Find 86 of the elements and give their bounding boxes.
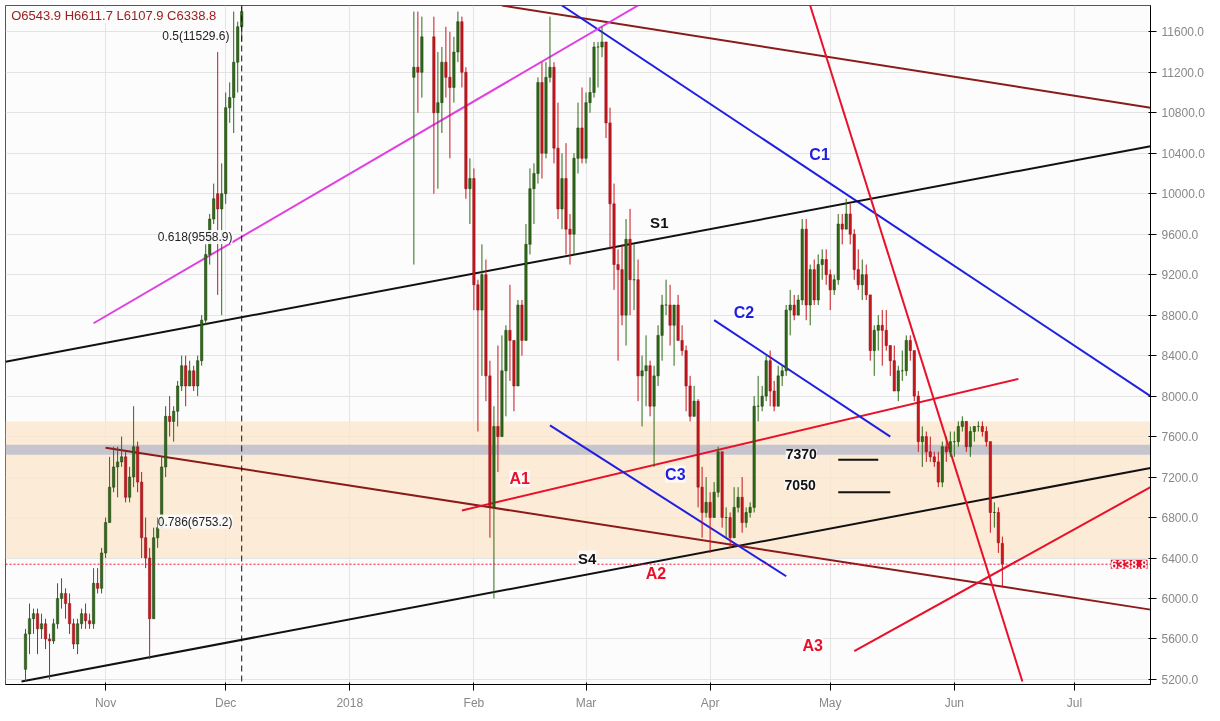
annotation: A3	[802, 636, 824, 654]
y-tick-label: 8800.0	[1161, 308, 1199, 323]
y-tick-label: 10400.0	[1161, 146, 1206, 161]
x-tick-label: Mar	[575, 695, 597, 710]
y-tick-label: 11600.0	[1161, 25, 1205, 40]
candlestick	[448, 31, 452, 159]
annotation: A1	[509, 470, 530, 488]
annotation: 0.786(6753.2)	[157, 514, 233, 529]
x-tick-label: Jul	[1066, 695, 1083, 710]
candlestick	[692, 385, 696, 417]
candlestick	[948, 431, 952, 458]
annotation: O6543.9 H6611.7 L6107.9 C6338.8	[11, 8, 217, 24]
candlestick	[708, 491, 712, 554]
annotation: C2	[733, 303, 755, 321]
candlestick	[928, 436, 932, 463]
candlestick	[844, 198, 848, 230]
y-tick-label: 10800.0	[1161, 106, 1206, 121]
candlestick	[412, 11, 416, 266]
x-tick-label: Nov	[94, 695, 117, 710]
candlestick	[84, 603, 88, 630]
y-tick-label: 9600.0	[1161, 227, 1199, 242]
candlestick	[40, 613, 43, 640]
candlestick	[672, 304, 676, 367]
candlestick	[920, 425, 924, 468]
candlestick	[860, 258, 864, 301]
candlestick	[896, 365, 900, 402]
candlestick	[168, 395, 172, 438]
annotation: S4	[577, 550, 597, 568]
candlestick	[436, 51, 440, 190]
y-tick-label: 6000.0	[1161, 591, 1199, 606]
candlestick	[880, 309, 884, 367]
x-tick-label: Dec	[215, 695, 237, 710]
x-tick-label: Feb	[463, 695, 485, 710]
annotation: C3	[665, 465, 686, 483]
y-tick-label: 5600.0	[1161, 632, 1199, 647]
candlestick	[468, 157, 472, 225]
x-tick-label: May	[818, 695, 842, 710]
annotation: C1	[809, 145, 830, 163]
annotation: S1	[650, 214, 669, 232]
y-tick-label: 10000.0	[1161, 187, 1206, 202]
candlestick	[936, 451, 940, 488]
candlestick	[32, 608, 35, 635]
candlestick	[668, 284, 672, 347]
candlestick	[840, 213, 844, 245]
x-tick-label: Apr	[700, 695, 720, 710]
y-tick-label: 7200.0	[1161, 470, 1199, 485]
y-tick-label: 9200.0	[1161, 268, 1199, 283]
candlestick	[744, 506, 748, 529]
candlestick	[632, 243, 636, 311]
y-tick-label: 5200.0	[1161, 672, 1199, 687]
candlestick	[992, 501, 996, 529]
y-tick-label: 11200.0	[1161, 65, 1205, 80]
candlestick	[44, 618, 47, 650]
candlestick	[184, 355, 188, 407]
candlestick	[968, 425, 972, 458]
y-tick-label: 8000.0	[1161, 389, 1199, 404]
candlestick	[64, 587, 67, 620]
candlestick	[36, 608, 39, 655]
candlestick	[704, 476, 708, 519]
candlestick	[1000, 536, 1004, 589]
candlestick	[724, 506, 728, 539]
x-tick-label: 2018	[336, 695, 364, 710]
x-tick-label: Jun	[944, 695, 965, 710]
candlestick	[792, 294, 796, 321]
candlestick	[96, 567, 100, 594]
y-tick-label: 8400.0	[1161, 349, 1199, 364]
candlestick	[416, 11, 420, 114]
annotation: A2	[645, 565, 667, 583]
annotation: 7370	[785, 446, 818, 463]
candlestick	[188, 360, 192, 387]
y-tick-label: 7600.0	[1161, 430, 1199, 445]
annotation: 7050	[784, 476, 816, 493]
candlestick	[192, 365, 196, 392]
candlestick	[728, 511, 732, 549]
ref-line-label: 6338.8	[1110, 557, 1148, 572]
annotation: 0.618(9558.9)	[157, 230, 233, 245]
candlestick	[944, 436, 948, 463]
annotation: 0.5(11529.6)	[162, 29, 230, 44]
candlestick	[116, 446, 120, 498]
candlestick	[976, 420, 980, 433]
y-tick-label: 6400.0	[1161, 551, 1199, 566]
candlestick	[924, 431, 928, 463]
candlestick	[120, 436, 124, 468]
y-tick-label: 6800.0	[1161, 511, 1199, 526]
candlestick	[496, 345, 500, 473]
candlestick	[872, 324, 876, 377]
